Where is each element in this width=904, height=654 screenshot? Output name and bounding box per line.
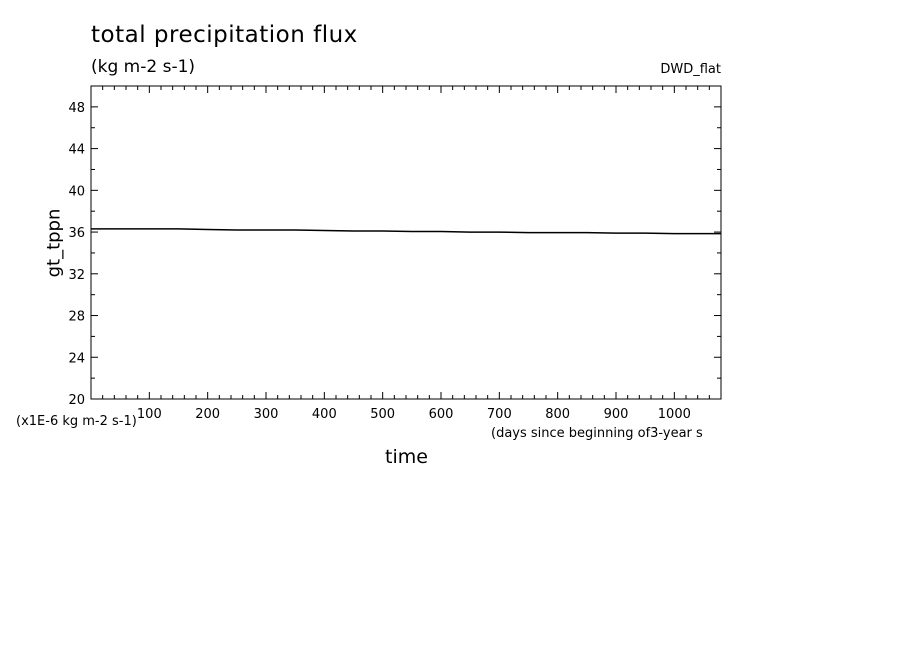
y-tick-label: 40 [68, 184, 85, 199]
x-tick-label: 700 [487, 407, 512, 422]
x-tick-label: 400 [312, 407, 337, 422]
y-tick-label: 28 [68, 310, 85, 325]
series-line [91, 228, 721, 235]
y-tick-label: 44 [68, 143, 85, 158]
chart-units: (kg m-2 s-1) [91, 57, 196, 77]
plot-frame [90, 85, 722, 400]
axis-tick-labels: 100 200 300 400 500 600 700 800 900 1000 20 24 28 32 3… [68, 101, 690, 422]
y-tick-label: 32 [68, 268, 85, 283]
x-tick-label: 800 [545, 407, 570, 422]
run-label: DWD_flat [660, 62, 721, 77]
y-tick-label: 48 [68, 101, 85, 116]
x-tick-label: 200 [195, 407, 220, 422]
chart-title: total precipitation flux [91, 22, 358, 48]
axis-ticks [91, 86, 721, 399]
x-tick-label: 300 [254, 407, 279, 422]
y-tick-label: 36 [68, 226, 85, 241]
y-axis-label: gt_tppn [43, 208, 65, 278]
x-axis-label: time [385, 446, 428, 468]
x-tick-label: 500 [370, 407, 395, 422]
x-tick-label: 1000 [658, 407, 691, 422]
x-tick-label: 600 [429, 407, 454, 422]
x-tick-label: 900 [604, 407, 629, 422]
y-tick-label: 24 [68, 351, 85, 366]
x-axis-note: (days since beginning of3-year s [491, 426, 703, 441]
y-tick-label: 20 [68, 393, 85, 408]
y-scale-note: (x1E-6 kg m-2 s-1) [16, 414, 137, 429]
x-tick-label: 100 [137, 407, 162, 422]
